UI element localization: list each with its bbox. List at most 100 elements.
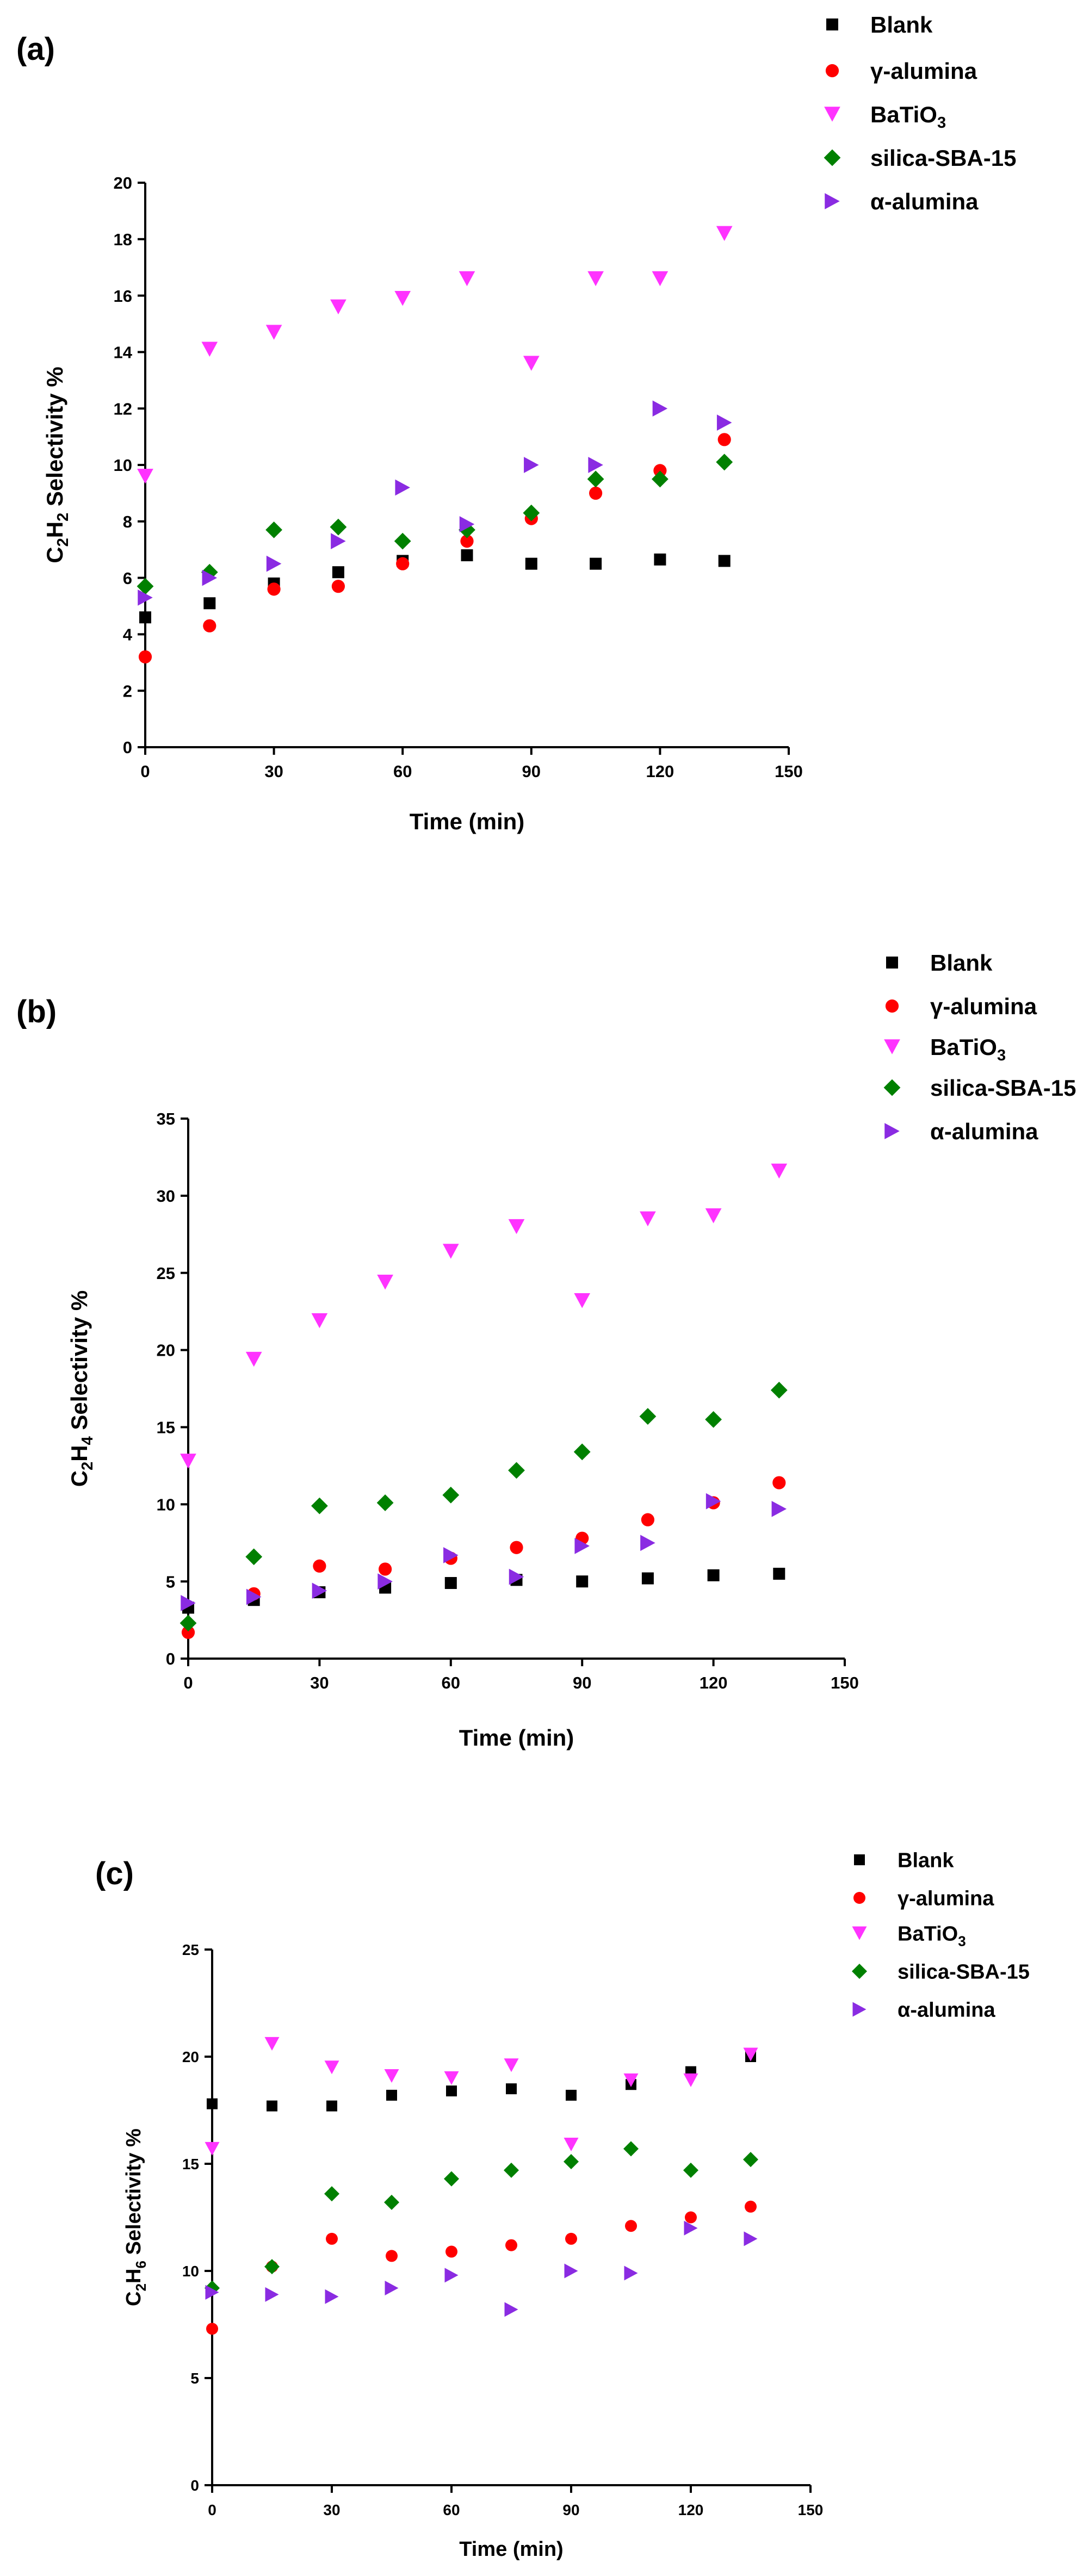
- legend-label: Blank: [930, 950, 993, 976]
- legend-marker-blank: [886, 957, 898, 969]
- data-point-batio3: [394, 291, 411, 306]
- data-point-alpha-alumina: [246, 1588, 262, 1605]
- data-point-silica-sba-15: [264, 2259, 280, 2275]
- panel-b: (b) 0 30 60 90 120 150 0 5 10 15 20 25 30 35 Time (min)…: [16, 950, 1076, 1751]
- data-point-batio3: [508, 1219, 525, 1234]
- data-point-gamma-alumina: [565, 2232, 577, 2245]
- x-tick-label: 90: [522, 762, 541, 781]
- y-tick-label: 25: [182, 1941, 199, 1958]
- data-point-blank: [525, 557, 537, 570]
- y-tick-label: 5: [166, 1572, 175, 1591]
- data-point-alpha-alumina: [265, 2287, 279, 2302]
- legend-label-text: silica-SBA-15: [930, 1075, 1076, 1101]
- y-tick-label: 25: [157, 1264, 175, 1283]
- legend-label-text: BaTiO: [870, 102, 937, 127]
- data-point-alpha-alumina: [509, 1568, 524, 1585]
- data-point-silica-sba-15: [587, 470, 604, 488]
- data-point-blank: [566, 2089, 577, 2101]
- legend-label-text: α-alumina: [930, 1119, 1038, 1144]
- data-point-silica-sba-15: [384, 2194, 399, 2210]
- data-point-alpha-alumina: [524, 457, 539, 473]
- legend-marker-batio3: [824, 107, 840, 122]
- data-point-batio3: [330, 299, 346, 315]
- data-point-batio3: [683, 2073, 698, 2087]
- data-point-alpha-alumina: [385, 2281, 399, 2296]
- y-tick-label: 16: [114, 287, 132, 306]
- legend-label-subscript: 3: [997, 1047, 1006, 1064]
- data-point-gamma-alumina: [510, 1541, 523, 1554]
- y-tick-label: 20: [182, 2049, 199, 2065]
- x-tick-label: 120: [678, 2501, 704, 2518]
- data-point-silica-sba-15: [623, 2141, 639, 2157]
- data-point-alpha-alumina: [652, 400, 668, 417]
- data-point-blank: [444, 1576, 457, 1589]
- y-axis-title-subscript: 2: [79, 1462, 96, 1470]
- panel-c: (c) 0 30 60 90 120 150 0 5 10 15 20 25 Time (min) C2H6…: [95, 1849, 1030, 2561]
- data-point-blank: [207, 2098, 218, 2109]
- data-point-batio3: [564, 2138, 579, 2152]
- panel-label: (b): [16, 994, 57, 1029]
- data-point-blank: [576, 1575, 589, 1588]
- legend-marker-gamma-alumina: [825, 64, 839, 78]
- data-point-alpha-alumina: [588, 457, 603, 473]
- data-point-batio3: [201, 342, 218, 357]
- data-point-alpha-alumina: [205, 2285, 219, 2300]
- x-tick-label: 0: [183, 1673, 193, 1692]
- data-point-gamma-alumina: [267, 582, 281, 596]
- series-alumina: [205, 2220, 758, 2317]
- series-batio3: [205, 2037, 758, 2156]
- data-point-blank: [203, 597, 216, 610]
- data-point-batio3: [311, 1313, 328, 1329]
- y-axis-title-part: Selectivity %: [66, 1290, 92, 1436]
- data-point-silica-sba-15: [245, 1548, 263, 1566]
- x-tick-label: 60: [443, 2501, 460, 2518]
- data-point-batio3: [640, 1211, 656, 1227]
- x-axis-title: Time (min): [459, 2538, 563, 2561]
- legend-label: BaTiO3: [930, 1034, 1006, 1064]
- y-tick-label: 15: [157, 1418, 175, 1437]
- legend-label-text: γ-alumina: [870, 58, 977, 84]
- data-point-blank: [461, 549, 473, 562]
- data-point-silica-sba-15: [265, 521, 282, 538]
- data-point-gamma-alumina: [138, 650, 152, 664]
- data-point-alpha-alumina: [640, 1535, 655, 1551]
- y-tick-label: 20: [157, 1341, 175, 1360]
- data-point-batio3: [205, 2142, 220, 2156]
- data-point-batio3: [324, 2060, 339, 2075]
- legend-marker-alpha-alumina: [884, 1123, 900, 1139]
- panel-label: (c): [95, 1856, 134, 1891]
- data-point-blank: [267, 2100, 277, 2112]
- data-point-silica-sba-15: [394, 532, 411, 550]
- legend-label: silica-SBA-15: [930, 1075, 1076, 1101]
- data-point-batio3: [587, 271, 604, 287]
- data-point-batio3: [384, 2069, 399, 2083]
- data-point-blank: [326, 2100, 337, 2112]
- y-tick-label: 4: [123, 625, 133, 644]
- legend-label: α-alumina: [898, 1999, 995, 2022]
- y-tick-label: 14: [114, 343, 133, 362]
- data-point-gamma-alumina: [653, 464, 667, 477]
- y-tick-label: 35: [157, 1109, 175, 1128]
- data-point-blank: [707, 1569, 720, 1581]
- data-point-alpha-alumina: [202, 569, 218, 586]
- x-tick-label: 150: [798, 2501, 824, 2518]
- y-tick-label: 0: [166, 1649, 175, 1668]
- legend-label-text: BaTiO: [930, 1034, 997, 1060]
- legend-label-text: α-alumina: [870, 189, 979, 214]
- legend-marker-gamma-alumina: [853, 1892, 865, 1904]
- y-tick-label: 12: [114, 399, 132, 418]
- legend-label-text: BaTiO: [898, 1923, 958, 1946]
- y-tick-label: 0: [123, 738, 132, 757]
- data-point-alpha-alumina: [624, 2265, 638, 2281]
- data-point-alpha-alumina: [331, 533, 346, 549]
- legend-marker-blank: [826, 18, 838, 30]
- data-point-silica-sba-15: [743, 2152, 758, 2168]
- legend-label-text: silica-SBA-15: [870, 145, 1016, 171]
- legend-label-text: Blank: [930, 950, 993, 976]
- data-point-silica-sba-15: [564, 2154, 579, 2170]
- data-point-alpha-alumina: [312, 1582, 327, 1599]
- y-tick-label: 20: [114, 173, 132, 193]
- y-tick-label: 6: [123, 569, 132, 588]
- data-point-blank: [506, 2083, 517, 2095]
- x-axis-title: Time (min): [410, 809, 525, 834]
